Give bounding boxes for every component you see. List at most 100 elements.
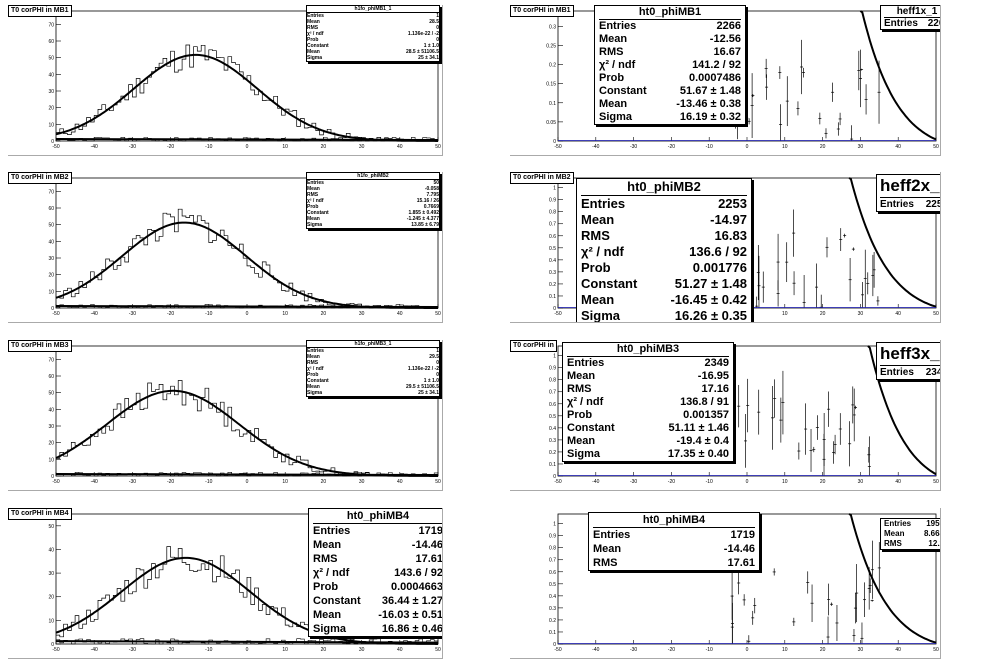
x-tick-label: 40 <box>397 311 403 317</box>
stats-box-name: ht0_phiMB2 <box>581 179 747 196</box>
stats-label: Entries <box>884 18 918 29</box>
stats-label: χ² / ndf <box>599 59 636 71</box>
stats-row: Entries 1 <box>307 13 439 19</box>
stats-value: -14.46 <box>723 543 755 555</box>
efficiency-stats-box: Entries 1959 Mean 8.663 RMS 12.2 <box>880 518 940 550</box>
stats-box: ht0_phiMB2 Entries 2253 Mean -14.97 RMS 16.83… <box>576 178 752 322</box>
y-tick-label: 0 <box>51 306 54 312</box>
efficiency-stats-rows: Entries 2253 <box>880 198 940 211</box>
x-tick-label: -10 <box>205 479 212 485</box>
y-tick-label: 50 <box>48 524 54 530</box>
y-tick-label: 0.2 <box>549 450 556 456</box>
stats-row: Mean -0.058 <box>307 186 439 192</box>
stats-rows: Entries 1 Mean 29.5 RMS 0 χ² / ndf 1.136e-22 / … <box>307 348 439 396</box>
x-tick-label: 0 <box>246 479 249 485</box>
y-tick-label: 0.1 <box>549 462 556 468</box>
x-tick-label: -20 <box>167 144 174 150</box>
stats-label: Mean <box>307 384 320 390</box>
x-tick-label: -50 <box>554 311 561 317</box>
x-tick-label: 20 <box>820 311 826 317</box>
stats-value: -16.03 ± 0.51 <box>378 609 443 621</box>
stats-label: Constant <box>567 422 615 434</box>
stats-value: 0 <box>436 37 439 43</box>
x-tick-label: -10 <box>205 144 212 150</box>
stats-row: RMS 0 <box>307 25 439 31</box>
histogram-pad-mb1: -50 -40 -30 -20 -10 0 10 20 30 40 50 0 10 20 30 40 50 60 7… <box>8 5 443 156</box>
x-tick-label: 10 <box>782 144 788 150</box>
y-tick-label: 0.2 <box>549 282 556 288</box>
stats-value: 51.27 ± 1.48 <box>674 276 747 291</box>
stats-value: 36.44 ± 1.27 <box>381 595 443 607</box>
stats-value: 15.16 / 26 <box>416 198 439 204</box>
stats-value: -12.56 <box>709 33 741 45</box>
stats-value: 143.6 / 92 <box>394 567 443 579</box>
efficiency-pad-mb3: -50 -40 -30 -20 -10 0 10 20 30 40 50 0 0.1 0.2 0.3 0.4 0… <box>510 340 941 491</box>
gaussian-fit-curve <box>55 53 438 142</box>
efficiency-curve <box>867 345 937 476</box>
stats-value: 29.5 ± 51106.5 <box>405 384 439 390</box>
y-tick-label: 0 <box>51 642 54 648</box>
stats-row: RMS 17.61 <box>593 556 755 570</box>
stats-row: Entries 2266 <box>599 20 741 33</box>
y-tick-label: 40 <box>48 72 54 78</box>
stats-row: Mean -1.245 ± 4.377 <box>307 216 439 222</box>
stats-box-name: h1fo_phiMB3_1 <box>307 341 439 348</box>
x-tick-label: -10 <box>205 311 212 317</box>
x-tick-label: -30 <box>630 479 637 485</box>
stats-value: 0 <box>436 360 439 366</box>
efficiency-curve <box>848 177 937 308</box>
stats-row: Mean 29.5 ± 51106.5 <box>307 384 439 390</box>
stats-value: 51.67 ± 1.48 <box>679 85 741 97</box>
stats-label: Prob <box>313 581 339 593</box>
y-tick-label: 30 <box>48 256 54 262</box>
stats-row: Entries 2349 <box>567 357 729 370</box>
y-tick-label: 50 <box>48 223 54 229</box>
stats-value: 1 ± 1.0 <box>423 43 439 49</box>
stats-label: Prob <box>307 37 319 43</box>
stats-value: 25 ± 34.1 <box>418 390 439 396</box>
stats-row: χ² / ndf 141.2 / 92 <box>599 59 741 72</box>
chart-svg: -50 -40 -30 -20 -10 0 10 20 30 40 50 0 10 20 30 40 50 60 7… <box>48 177 441 317</box>
x-tick-label: -20 <box>167 647 174 653</box>
efficiency-curve <box>848 513 937 644</box>
stats-value: 51.11 ± 1.46 <box>668 422 729 434</box>
stats-value: -19.4 ± 0.4 <box>676 435 729 447</box>
stats-box: ht0_phiMB1 Entries 2266 Mean -12.56 RMS 16.67… <box>594 5 746 125</box>
stats-value: 25 ± 34.1 <box>418 55 439 61</box>
stats-row: Constant 51.11 ± 1.46 <box>567 422 729 435</box>
stats-value: 28.5 ± 51106.5 <box>405 49 439 55</box>
stats-label: Constant <box>307 43 329 49</box>
stats-value: 29.5 <box>429 354 439 360</box>
stats-label: Prob <box>567 409 593 421</box>
x-tick-label: 20 <box>820 479 826 485</box>
x-tick-label: -20 <box>668 144 675 150</box>
y-tick-label: 50 <box>48 391 54 397</box>
x-tick-label: -50 <box>554 144 561 150</box>
y-tick-label: 1 <box>553 354 556 360</box>
x-tick-label: -20 <box>668 647 675 653</box>
stats-value: 8.663 <box>923 529 940 538</box>
stats-row: Entries 2253 <box>581 196 747 212</box>
stats-value: 2253 <box>925 199 940 210</box>
stats-row: RMS 17.16 <box>567 383 729 396</box>
stats-label: Constant <box>313 595 361 607</box>
stats-row: χ² / ndf 143.6 / 92 <box>313 566 443 580</box>
y-tick-label: 20 <box>48 595 54 601</box>
x-tick-label: -10 <box>706 144 713 150</box>
y-tick-label: 30 <box>48 571 54 577</box>
x-tick-label: 50 <box>933 479 939 485</box>
stats-label: Mean <box>581 292 615 307</box>
y-tick-label: 70 <box>48 22 54 28</box>
x-tick-label: 10 <box>282 311 288 317</box>
stats-value: -16.45 ± 0.42 <box>670 292 747 307</box>
stats-value: 0.0007486 <box>689 72 741 84</box>
x-tick-label: 0 <box>246 311 249 317</box>
stats-row: Entries 1959 <box>884 519 940 529</box>
stats-row: Entries 2253 <box>880 198 940 211</box>
x-tick-label: -50 <box>52 144 59 150</box>
stats-value: 12.2 <box>928 539 940 548</box>
stats-value: 1959 <box>926 519 940 528</box>
y-tick-label: 0.9 <box>549 366 556 372</box>
stats-label: RMS <box>581 228 610 243</box>
stats-box: h1fo_phiMB3_1 Entries 1 Mean 29.5 RMS 0 χ² / n… <box>306 340 440 397</box>
